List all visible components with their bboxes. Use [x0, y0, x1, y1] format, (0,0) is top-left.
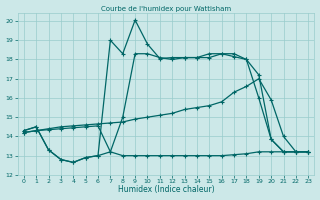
Title: Courbe de l'humidex pour Wattisham: Courbe de l'humidex pour Wattisham [101, 6, 231, 12]
X-axis label: Humidex (Indice chaleur): Humidex (Indice chaleur) [118, 185, 214, 194]
